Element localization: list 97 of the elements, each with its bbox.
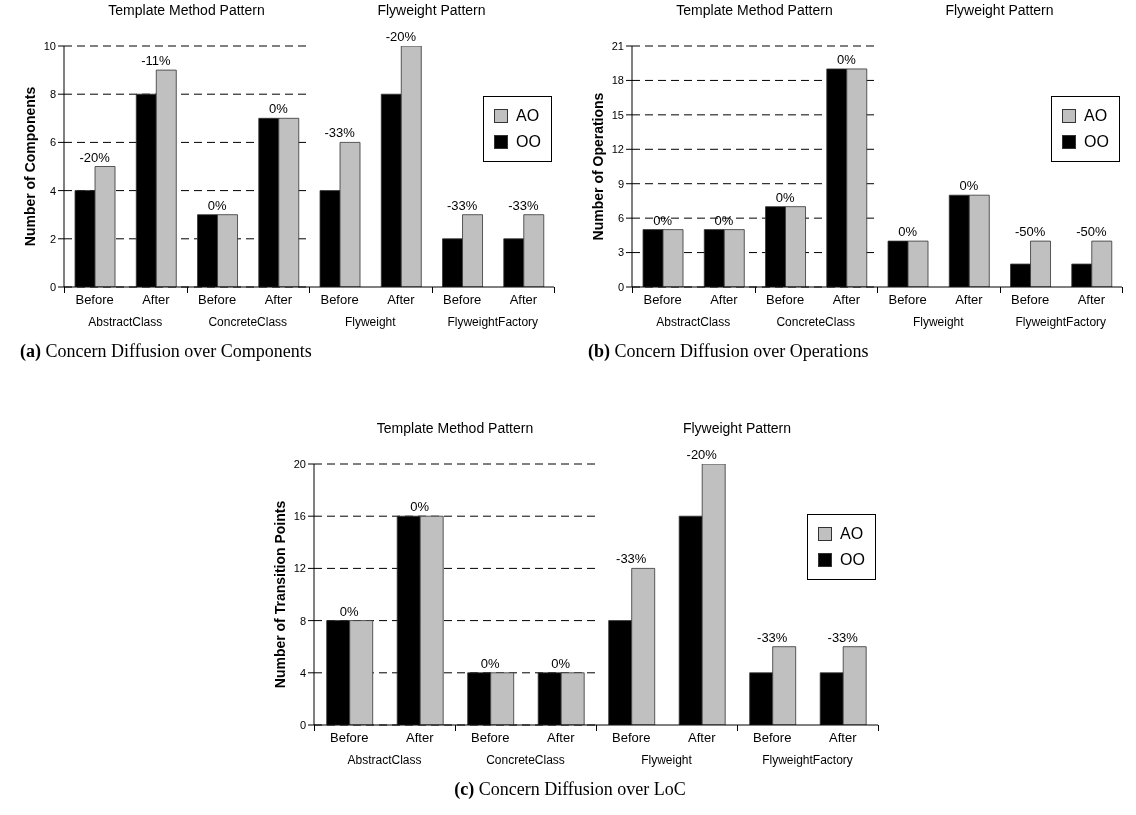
x-tick-label: After	[264, 292, 293, 308]
x-tick-label: After	[387, 292, 416, 308]
text: Flyweight	[640, 753, 693, 767]
annotation: -33%	[615, 551, 648, 567]
x-tick-label: Before	[612, 730, 651, 746]
annotation: -11%	[140, 53, 172, 69]
text: Flyweight	[911, 315, 965, 329]
annotation: -20%	[685, 447, 718, 462]
x-tick-label: Before	[330, 730, 369, 746]
y-tick-label: 6	[617, 212, 624, 225]
y-axis-title: Number of Operations	[589, 92, 606, 241]
y-tick-label: 4	[49, 184, 56, 197]
x-tick-label: After	[142, 292, 171, 308]
legend-label: AO	[1084, 106, 1108, 126]
annotation: 0%	[206, 197, 228, 213]
x-tick-label: After	[832, 292, 861, 308]
text: FlyweightFactory	[761, 753, 854, 767]
y-tick-label: 8	[49, 88, 56, 101]
y-tick-label: 2	[49, 232, 56, 245]
annotation: -50%	[1013, 224, 1047, 240]
annotation: 0%	[479, 655, 501, 671]
annotation: 0%	[550, 655, 572, 671]
legend-label: AO	[516, 106, 540, 126]
text: ConcreteClass	[775, 315, 857, 329]
y-tick-label: 18	[611, 74, 624, 87]
y-tick-label: 0	[49, 280, 56, 293]
legend-label: OO	[840, 550, 865, 570]
x-tick-label: Before	[320, 292, 359, 308]
x-tick-label: After	[710, 292, 739, 308]
y-tick-label: 6	[49, 136, 56, 149]
text: AbstractClass	[87, 315, 164, 329]
y-tick-label: 15	[611, 108, 624, 121]
text: AbstractClass	[346, 753, 423, 767]
legend-label: OO	[1084, 132, 1109, 152]
chart-title: Template Method Pattern	[375, 420, 535, 437]
chart-title: Template Method Pattern	[107, 2, 266, 19]
text: FlyweightFactory	[1014, 315, 1108, 329]
x-tick-label: Before	[888, 292, 927, 308]
annotation: 0%	[835, 51, 857, 67]
x-tick-label: Before	[197, 292, 237, 308]
x-tick-label: After	[829, 730, 858, 746]
x-tick-label: After	[688, 730, 717, 746]
annotation: 0%	[267, 101, 289, 117]
text: AbstractClass	[655, 315, 732, 329]
chart-title: Flyweight Pattern	[944, 2, 1055, 19]
annotation: -33%	[323, 125, 356, 141]
annotation: -33%	[507, 197, 540, 213]
annotation: 0%	[958, 178, 980, 194]
annotation: 0%	[897, 224, 918, 240]
annotation: 0%	[652, 212, 673, 228]
annotation: -33%	[445, 197, 479, 213]
y-tick-label: 12	[611, 143, 624, 156]
y-axis-title: Number of Components	[21, 86, 38, 247]
x-tick-label: Before	[442, 292, 482, 308]
text: (b) Concern Diffusion over Operations	[588, 341, 869, 362]
y-tick-label: 8	[299, 614, 306, 627]
annotation: -20%	[78, 149, 111, 165]
annotation: 0%	[409, 499, 431, 515]
legend-label: OO	[516, 132, 541, 152]
text: ConcreteClass	[207, 315, 289, 329]
x-tick-label: Before	[75, 292, 114, 308]
annotation: -33%	[826, 629, 859, 645]
y-tick-label: 3	[617, 246, 624, 259]
y-tick-label: 9	[617, 177, 624, 190]
x-tick-label: After	[547, 730, 576, 746]
text: ConcreteClass	[485, 753, 566, 767]
y-axis-title: Number of Transition Points	[271, 500, 288, 689]
x-tick-label: Before	[643, 292, 682, 308]
x-tick-label: Before	[471, 730, 510, 746]
annotation: -50%	[1075, 224, 1108, 240]
text: Flyweight	[343, 315, 397, 329]
x-tick-label: Before	[1010, 292, 1050, 308]
text: FlyweightFactory	[446, 315, 540, 329]
annotation: -33%	[756, 629, 789, 645]
y-tick-label: 16	[293, 510, 306, 523]
y-tick-label: 4	[299, 666, 306, 679]
chart-title: Flyweight Pattern	[376, 2, 487, 19]
y-tick-label: 0	[617, 280, 624, 293]
x-tick-label: After	[1077, 292, 1106, 308]
annotation: -20%	[384, 29, 418, 44]
annotation: 0%	[774, 189, 796, 205]
annotation: 0%	[338, 603, 360, 619]
x-tick-label: Before	[753, 730, 792, 746]
y-tick-label: 10	[43, 39, 56, 52]
x-tick-label: After	[509, 292, 538, 308]
chart-title: Template Method Pattern	[675, 2, 834, 19]
y-tick-label: 0	[299, 718, 306, 731]
x-tick-label: After	[406, 730, 435, 746]
text: (a) Concern Diffusion over Components	[20, 341, 312, 362]
y-tick-label: 12	[293, 562, 306, 575]
y-tick-label: 20	[293, 457, 306, 470]
legend-label: AO	[840, 524, 864, 544]
chart-title: Flyweight Pattern	[681, 420, 793, 437]
text: (c) Concern Diffusion over LoC	[453, 779, 687, 800]
x-tick-label: After	[955, 292, 984, 308]
x-tick-label: Before	[765, 292, 805, 308]
y-tick-label: 21	[611, 39, 624, 52]
